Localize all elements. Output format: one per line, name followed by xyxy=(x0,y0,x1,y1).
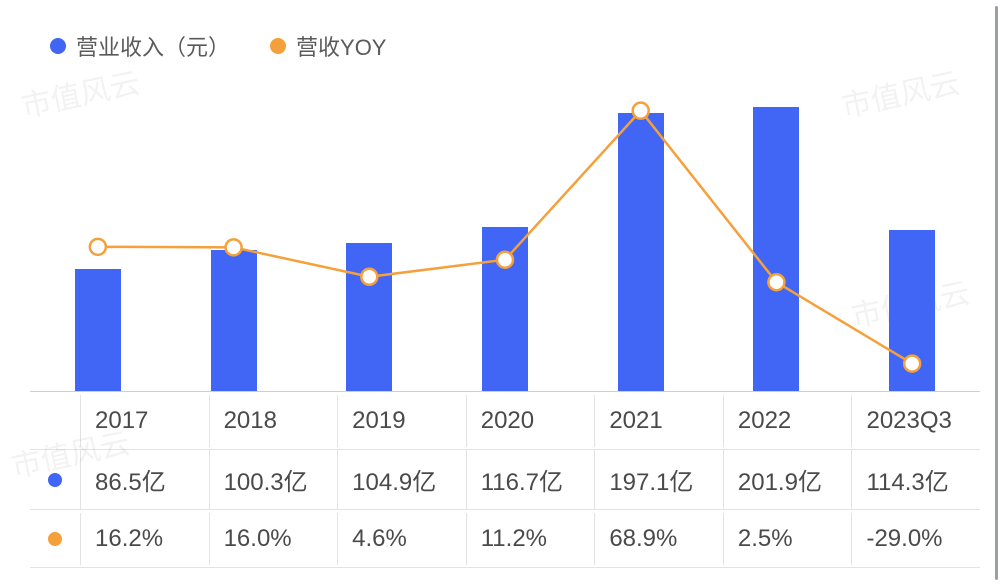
row-head-yoy xyxy=(30,532,80,546)
legend-label-yoy: 营收YOY xyxy=(296,30,386,62)
bar[interactable] xyxy=(618,113,664,391)
table-row-revenue: 86.5亿100.3亿104.9亿116.7亿197.1亿201.9亿114.3… xyxy=(30,450,980,510)
table-cell: 16.2% xyxy=(80,513,209,565)
table-cell: 11.2% xyxy=(466,513,595,565)
legend-item-revenue[interactable]: 营业收入（元） xyxy=(50,30,230,62)
dot-yoy-icon xyxy=(48,532,62,546)
chart-container: 市值风云 市值风云 市值风云 市值风云 营业收入（元） 营收YOY 201720… xyxy=(0,0,1000,586)
table-row-categories: 2017201820192020202120222023Q3 xyxy=(30,392,980,450)
table-row-yoy: 16.2%16.0%4.6%11.2%68.9%2.5%-29.0% xyxy=(30,510,980,568)
legend-swatch-yoy xyxy=(270,38,286,54)
table-cell: 197.1亿 xyxy=(594,450,723,509)
table-cell: 2019 xyxy=(337,395,466,447)
table-cell: 201.9亿 xyxy=(723,450,852,509)
bars-layer xyxy=(30,82,980,391)
bar[interactable] xyxy=(753,107,799,391)
data-table: 2017201820192020202120222023Q3 86.5亿100.… xyxy=(30,392,980,568)
table-cell: 2020 xyxy=(466,395,595,447)
scrollbar-indicator xyxy=(995,6,998,580)
row-head-revenue xyxy=(30,473,80,487)
bar[interactable] xyxy=(211,250,257,391)
table-cell: 2.5% xyxy=(723,513,852,565)
table-cell: -29.0% xyxy=(851,513,980,565)
table-cell: 2022 xyxy=(723,395,852,447)
legend-swatch-revenue xyxy=(50,38,66,54)
bar[interactable] xyxy=(346,243,392,391)
bar-slot xyxy=(166,82,302,391)
table-cell: 86.5亿 xyxy=(80,450,209,509)
table-cell: 100.3亿 xyxy=(209,450,338,509)
bar-slot xyxy=(30,82,166,391)
plot-area xyxy=(30,82,980,392)
table-cell: 104.9亿 xyxy=(337,450,466,509)
bar-slot xyxy=(437,82,573,391)
table-cell: 2021 xyxy=(594,395,723,447)
legend-item-yoy[interactable]: 营收YOY xyxy=(270,30,386,62)
legend-label-revenue: 营业收入（元） xyxy=(76,30,230,62)
table-cell: 2023Q3 xyxy=(851,395,980,447)
bar[interactable] xyxy=(889,230,935,391)
bar-slot xyxy=(573,82,709,391)
dot-revenue-icon xyxy=(48,473,62,487)
bar[interactable] xyxy=(75,269,121,391)
bar-slot xyxy=(301,82,437,391)
bar[interactable] xyxy=(482,227,528,391)
legend: 营业收入（元） 营收YOY xyxy=(20,20,990,82)
table-cell: 68.9% xyxy=(594,513,723,565)
table-cell: 116.7亿 xyxy=(466,450,595,509)
table-cell: 2018 xyxy=(209,395,338,447)
bar-slot xyxy=(709,82,845,391)
table-cell: 2017 xyxy=(80,395,209,447)
bar-slot xyxy=(844,82,980,391)
table-cell: 4.6% xyxy=(337,513,466,565)
table-cell: 16.0% xyxy=(209,513,338,565)
table-cell: 114.3亿 xyxy=(851,450,980,509)
